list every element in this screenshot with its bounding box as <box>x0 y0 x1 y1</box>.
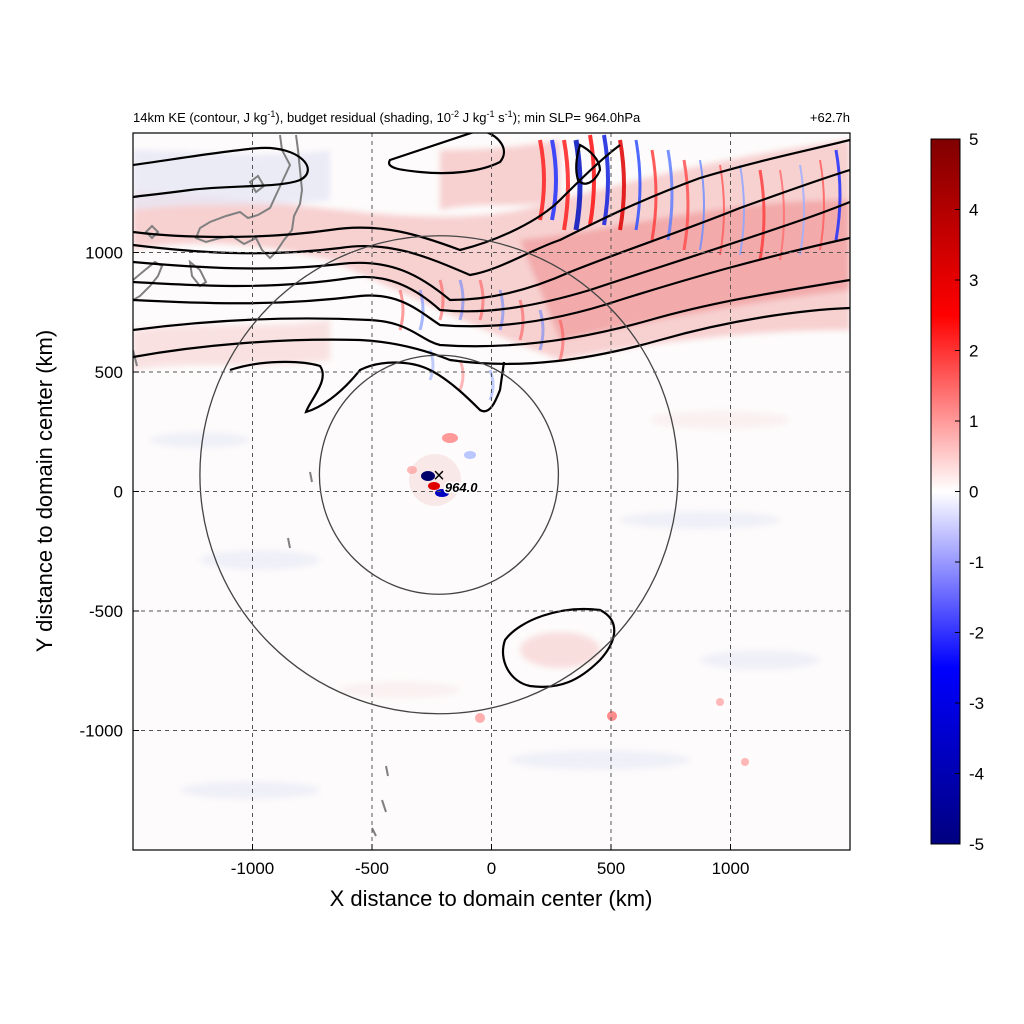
x-axis: -1000 -500 0 500 1000 <box>231 844 750 878</box>
min-slp-label: 964.0 <box>445 480 478 495</box>
colorbar-tick-label: -1 <box>969 553 984 572</box>
forecast-hour: +62.7h <box>810 110 850 125</box>
colorbar-ticks: 5 4 3 2 1 0 -1 -2 -3 -4 -5 <box>955 130 984 854</box>
colorbar-tick-label: 0 <box>969 483 978 502</box>
colorbar-tick-label: 4 <box>969 201 978 220</box>
radius-circle <box>318 354 560 595</box>
plot-area: × 964.0 <box>132 132 851 851</box>
colorbar-tick-label: 2 <box>969 342 978 361</box>
chart-title: 14km KE (contour, J kg-1), budget residu… <box>133 109 641 125</box>
colorbar-tick-label: -5 <box>969 835 984 854</box>
storm-core-shading <box>407 433 476 506</box>
y-axis: 1000 500 0 -500 -1000 <box>80 244 139 741</box>
colorbar-tick-label: -3 <box>969 694 984 713</box>
radius-circle <box>199 235 679 715</box>
x-tick-label: 500 <box>597 859 625 878</box>
shading-layer <box>133 134 850 799</box>
x-axis-label: X distance to domain center (km) <box>330 886 653 911</box>
y-tick-label: 500 <box>95 363 123 382</box>
colorbar: 5 4 3 2 1 0 -1 -2 -3 -4 -5 <box>930 130 984 854</box>
radius-circles <box>199 235 679 715</box>
x-tick-label: -500 <box>355 859 389 878</box>
x-tick-label: 1000 <box>712 859 750 878</box>
colorbar-tick-label: -4 <box>969 765 984 784</box>
x-tick-label: -1000 <box>231 859 274 878</box>
storm-center: × 964.0 <box>433 465 480 497</box>
ke-contours <box>133 133 850 688</box>
storm-center-marker: × <box>433 465 445 487</box>
y-axis-label: Y distance to domain center (km) <box>32 330 57 652</box>
y-tick-label: -500 <box>89 602 123 621</box>
colorbar-tick-label: -2 <box>969 624 984 643</box>
colorbar-tick-label: 1 <box>969 412 978 431</box>
x-tick-label: 0 <box>487 859 496 878</box>
colorbar-tick-label: 3 <box>969 271 978 290</box>
y-tick-label: 0 <box>114 483 123 502</box>
y-tick-label: 1000 <box>85 244 123 263</box>
y-tick-label: -1000 <box>80 722 123 741</box>
colorbar-tick-label: 5 <box>969 130 978 149</box>
